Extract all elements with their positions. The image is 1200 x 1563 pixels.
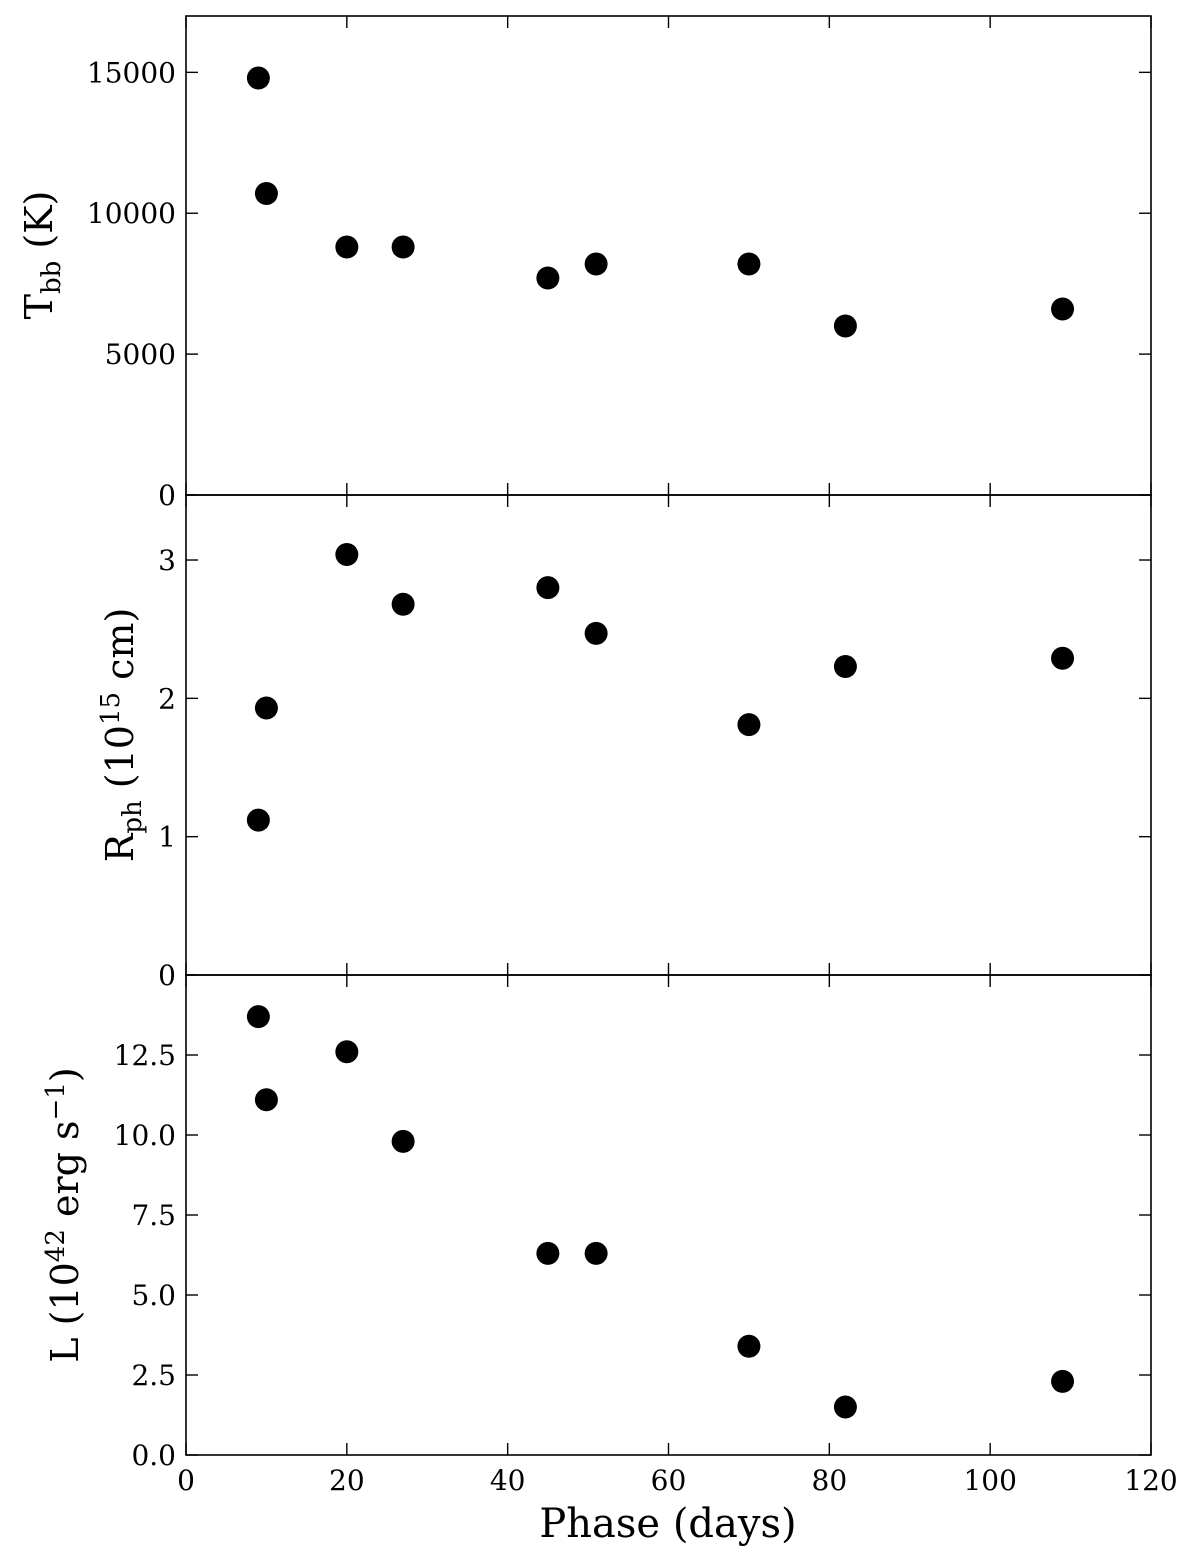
panels-group: 05000100001500001230.02.55.07.510.012.50… [87, 15, 1178, 1497]
panel-temperature: 0 5000 10000 15000 [87, 15, 1152, 512]
ylabel-temperature-sub: bb [37, 261, 67, 294]
data-point-temperature [246, 66, 270, 90]
ylabel-luminosity-sup2: −1 [41, 1082, 71, 1120]
ylabel-temperature: Tbb (K) [17, 191, 67, 320]
data-point-radius [335, 542, 359, 566]
data-point-luminosity [254, 1088, 278, 1112]
x-tick-label: 40 [490, 1464, 526, 1497]
panel-radius: 0 1 2 3 [158, 494, 1152, 992]
data-point-temperature [536, 266, 560, 290]
y-tick-label: 7.5 [131, 1199, 176, 1232]
y-tick-label: 1 [158, 821, 176, 854]
data-point-temperature [254, 182, 278, 206]
panel-frame-radius [185, 494, 1152, 976]
data-point-temperature [833, 314, 857, 338]
x-tick-label: 60 [651, 1464, 687, 1497]
y-tick-label: 5.0 [131, 1279, 176, 1312]
ylabel-temperature-main: T [17, 294, 61, 319]
panel-frame-temperature [185, 15, 1152, 496]
ylabel-radius-rest2: cm) [98, 608, 142, 692]
y-tick-label: 3 [158, 544, 176, 577]
panel-luminosity: 0.0 2.5 5.0 7.5 10.0 12.5 [114, 974, 1152, 1472]
x-axis-label: Phase (days) [539, 1501, 796, 1547]
ylabel-radius-sup: 15 [96, 692, 126, 725]
data-point-luminosity [536, 1241, 560, 1265]
x-tick-label: 120 [1124, 1464, 1177, 1497]
data-point-temperature [391, 235, 415, 259]
y-tick-label: 0 [158, 479, 176, 512]
data-point-radius [246, 808, 270, 832]
ylabel-radius-sub: ph [118, 800, 148, 834]
data-point-temperature [1051, 297, 1075, 321]
svg-text:L (1042 erg s−1): L (1042 erg s−1) [41, 1067, 87, 1362]
ylabel-luminosity-sup1: 42 [41, 1229, 71, 1262]
data-point-radius [584, 621, 608, 645]
y-tick-label: 10000 [87, 197, 176, 230]
data-point-luminosity [737, 1334, 761, 1358]
data-point-temperature [584, 252, 608, 276]
x-tick-label: 80 [812, 1464, 848, 1497]
data-point-radius [391, 592, 415, 616]
ylabel-luminosity-end: ) [43, 1067, 87, 1082]
ylabel-luminosity: L (1042 erg s−1) [41, 1067, 87, 1362]
data-point-radius [737, 713, 761, 737]
x-tick-label: 100 [963, 1464, 1016, 1497]
y-tick-label: 5000 [105, 338, 176, 371]
y-tick-label: 10.0 [114, 1119, 176, 1152]
y-tick-label: 0.0 [131, 1439, 176, 1472]
x-tick-label: 20 [329, 1464, 365, 1497]
svg-text:Rph (1015 cm): Rph (1015 cm) [96, 608, 148, 863]
ylabel-radius-rest: (10 [98, 725, 142, 800]
data-point-luminosity [335, 1040, 359, 1064]
data-point-radius [833, 655, 857, 679]
y-tick-label: 0 [158, 959, 176, 992]
y-tick-label: 2 [158, 682, 176, 715]
ylabel-luminosity-main: L (10 [43, 1262, 87, 1363]
data-point-luminosity [391, 1129, 415, 1153]
data-point-radius [536, 576, 560, 600]
ylabel-temperature-rest: (K) [17, 191, 61, 261]
data-point-luminosity [584, 1241, 608, 1265]
data-point-radius [254, 696, 278, 720]
ylabel-luminosity-mid: erg s [43, 1120, 87, 1229]
panel-frame-luminosity [185, 974, 1152, 1456]
y-tick-label: 2.5 [131, 1359, 176, 1392]
data-point-radius [1051, 646, 1075, 670]
y-tick-label: 15000 [87, 56, 176, 89]
data-point-luminosity [1051, 1369, 1075, 1393]
data-point-temperature [335, 235, 359, 259]
y-tick-label: 12.5 [114, 1039, 176, 1072]
data-point-luminosity [246, 1005, 270, 1029]
x-tick-label: 0 [177, 1464, 195, 1497]
ylabel-radius-main: R [98, 832, 142, 862]
ylabel-radius: Rph (1015 cm) [96, 608, 148, 863]
data-point-luminosity [833, 1395, 857, 1419]
data-point-temperature [737, 252, 761, 276]
svg-text:Tbb (K): Tbb (K) [17, 191, 67, 320]
